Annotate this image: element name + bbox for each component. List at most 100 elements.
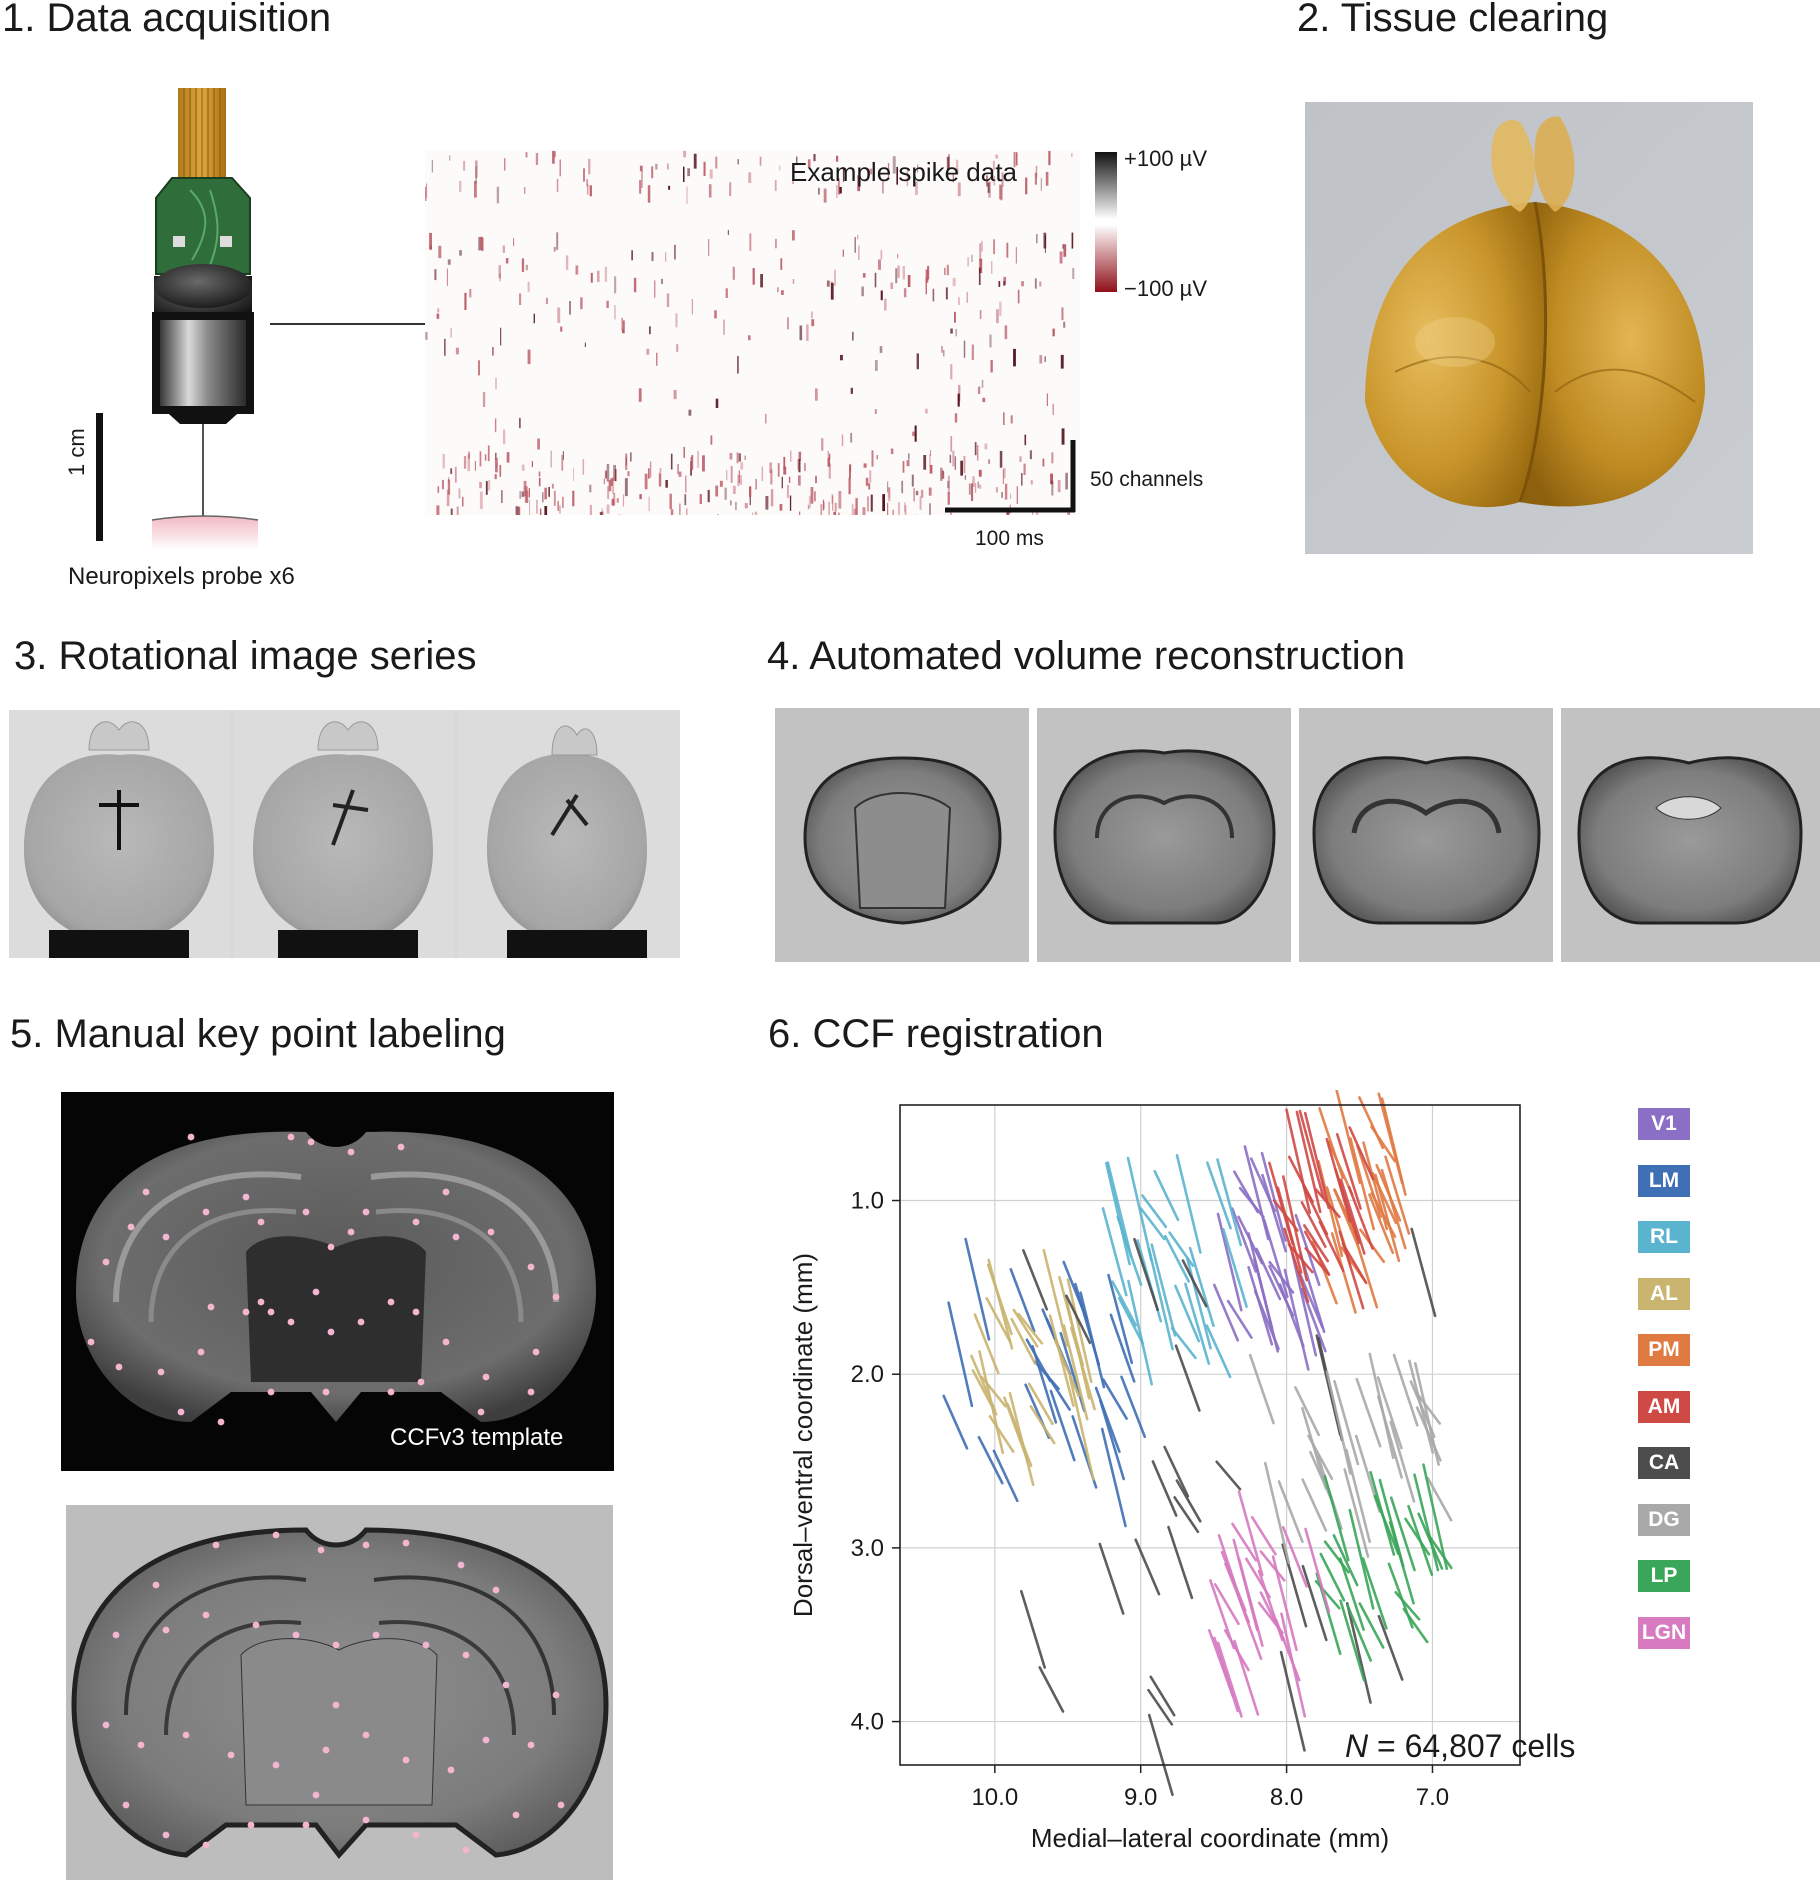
key-point-dot bbox=[312, 1791, 320, 1799]
streak-lgn bbox=[1223, 1629, 1250, 1672]
spike-mark bbox=[849, 464, 851, 479]
spike-mark bbox=[954, 413, 958, 423]
spike-mark bbox=[456, 506, 459, 515]
streak-ca bbox=[1151, 1460, 1178, 1517]
key-point-dot bbox=[115, 1363, 123, 1371]
spike-mark bbox=[519, 491, 522, 499]
colorbar-bottom-label: −100 µV bbox=[1124, 276, 1208, 301]
spike-mark bbox=[1050, 473, 1053, 485]
spike-mark bbox=[464, 292, 467, 310]
spike-mark bbox=[882, 494, 885, 512]
streak-lgn bbox=[1257, 1601, 1284, 1635]
streak-ca bbox=[1174, 1344, 1201, 1412]
spike-mark bbox=[977, 481, 979, 488]
spike-mark bbox=[674, 244, 676, 260]
spike-mark bbox=[770, 489, 774, 507]
spike-mark bbox=[436, 505, 440, 515]
spike-mark bbox=[748, 335, 751, 341]
spike-mark bbox=[952, 450, 955, 467]
key-point-dot bbox=[212, 1541, 220, 1549]
streak-al bbox=[985, 1297, 1012, 1343]
streak-dg bbox=[1413, 1362, 1440, 1467]
streak-lgn bbox=[1216, 1641, 1243, 1718]
spike-mark bbox=[777, 463, 780, 477]
spike-mark bbox=[761, 466, 764, 482]
key-point-dot bbox=[252, 1621, 260, 1629]
spike-mark bbox=[806, 324, 809, 341]
streak-al bbox=[970, 1354, 996, 1412]
spike-mark bbox=[495, 452, 497, 460]
spike-mark bbox=[670, 453, 673, 470]
spike-mark bbox=[531, 461, 533, 468]
spike-mark bbox=[584, 342, 586, 348]
spike-mark bbox=[425, 332, 428, 340]
spike-mark bbox=[897, 253, 899, 259]
cell-count-n: N bbox=[1345, 1728, 1369, 1764]
spike-mark bbox=[952, 173, 954, 183]
streak-al bbox=[1069, 1326, 1096, 1411]
plot-frame bbox=[899, 1104, 1521, 1766]
spike-mark bbox=[915, 490, 919, 496]
spike-mark bbox=[447, 259, 451, 265]
key-point-dot bbox=[557, 1801, 565, 1809]
spike-mark bbox=[589, 185, 592, 197]
spike-mark bbox=[874, 272, 877, 288]
streak-dg bbox=[1294, 1386, 1321, 1437]
spike-mark bbox=[797, 458, 799, 470]
spike-mark bbox=[651, 166, 654, 179]
spike-mark bbox=[854, 237, 856, 253]
spike-mark bbox=[1013, 152, 1016, 168]
spike-mark bbox=[828, 463, 831, 479]
legend-v1: V1 bbox=[1638, 1108, 1690, 1140]
spike-mark bbox=[474, 461, 476, 471]
streak-dg bbox=[1415, 1391, 1442, 1425]
streak-v1 bbox=[1216, 1212, 1243, 1312]
spike-mark bbox=[982, 397, 986, 403]
spike-mark bbox=[468, 451, 470, 459]
spike-mark bbox=[836, 155, 839, 162]
spike-mark bbox=[730, 465, 733, 483]
spike-mark bbox=[572, 490, 575, 507]
spike-mark bbox=[479, 491, 483, 510]
spike-mark bbox=[927, 265, 930, 280]
spike-mark bbox=[981, 379, 984, 388]
spike-mark bbox=[798, 459, 801, 473]
spike-mark bbox=[537, 438, 540, 450]
panel-1-title: 1. Data acquisition bbox=[2, 0, 332, 40]
spike-mark bbox=[904, 502, 906, 513]
legend-pm: PM bbox=[1638, 1334, 1690, 1366]
spike-mark bbox=[648, 468, 650, 479]
spike-mark bbox=[665, 252, 667, 262]
spike-mark bbox=[867, 496, 869, 512]
key-point-dot bbox=[372, 1631, 380, 1639]
spike-mark bbox=[838, 512, 840, 515]
spike-mark bbox=[904, 505, 907, 515]
spike-mark bbox=[562, 496, 564, 508]
streak-dg bbox=[1333, 1379, 1360, 1466]
spike-mark bbox=[495, 457, 498, 473]
key-point-dot bbox=[162, 1626, 170, 1634]
streak-rl bbox=[1185, 1256, 1212, 1350]
spike-mark bbox=[915, 181, 918, 195]
spike-mark bbox=[429, 232, 432, 250]
streak-al bbox=[1066, 1278, 1093, 1384]
streak-lm bbox=[1094, 1386, 1121, 1454]
spike-mark bbox=[562, 451, 564, 460]
legend-dg: DG bbox=[1638, 1503, 1690, 1536]
spike-mark bbox=[1035, 165, 1038, 179]
spike-mark bbox=[1052, 403, 1054, 415]
spike-mark bbox=[1034, 172, 1037, 185]
spike-mark bbox=[1060, 354, 1064, 369]
spike-mark bbox=[1015, 152, 1018, 166]
streak-am bbox=[1281, 1175, 1309, 1282]
streak-am bbox=[1303, 1230, 1330, 1276]
spike-mark bbox=[494, 474, 497, 480]
streak-lp bbox=[1339, 1599, 1366, 1682]
spike-mark bbox=[450, 328, 452, 338]
spike-mark bbox=[832, 495, 834, 511]
streak-ca bbox=[1163, 1445, 1190, 1498]
spike-mark bbox=[787, 317, 789, 330]
key-point-dot bbox=[462, 1846, 470, 1854]
spike-mark bbox=[946, 156, 950, 170]
spike-mark bbox=[627, 471, 630, 477]
